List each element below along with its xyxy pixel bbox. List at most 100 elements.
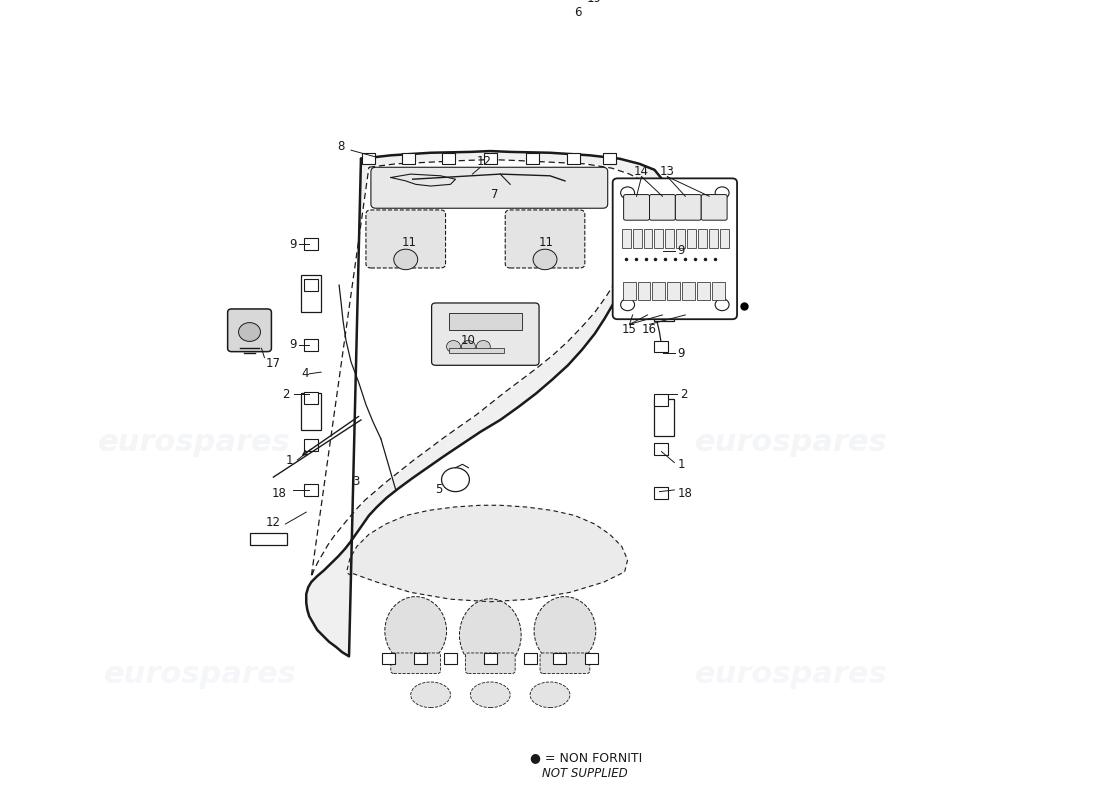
Bar (524, 654, 537, 665)
Text: 6: 6 (574, 6, 582, 18)
Text: 1: 1 (286, 454, 293, 466)
Bar (568, 153, 581, 164)
Text: 2: 2 (681, 388, 689, 401)
FancyBboxPatch shape (668, 282, 680, 299)
Bar (305, 339, 318, 350)
FancyBboxPatch shape (698, 229, 707, 247)
Text: 14: 14 (634, 165, 649, 178)
Polygon shape (306, 151, 664, 656)
Bar (305, 238, 318, 250)
FancyBboxPatch shape (632, 229, 641, 247)
Ellipse shape (471, 682, 510, 707)
Bar (484, 654, 497, 665)
Bar (654, 341, 669, 353)
Bar (363, 153, 375, 164)
Bar (654, 238, 669, 250)
Circle shape (715, 298, 729, 310)
FancyBboxPatch shape (654, 229, 663, 247)
Bar (415, 654, 427, 665)
Bar (526, 153, 539, 164)
Text: eurospares: eurospares (98, 428, 290, 457)
Bar (383, 654, 395, 665)
Bar (553, 654, 566, 665)
Text: 9: 9 (678, 347, 685, 360)
FancyBboxPatch shape (682, 282, 695, 299)
FancyBboxPatch shape (301, 275, 321, 312)
Text: eurospares: eurospares (103, 660, 296, 689)
Text: 15: 15 (623, 323, 637, 336)
Circle shape (620, 187, 635, 199)
Text: 11: 11 (539, 236, 553, 249)
Ellipse shape (530, 682, 570, 707)
FancyBboxPatch shape (654, 283, 674, 321)
Ellipse shape (410, 682, 451, 707)
FancyBboxPatch shape (676, 229, 685, 247)
Bar (585, 654, 598, 665)
Text: 1: 1 (678, 458, 685, 471)
FancyBboxPatch shape (250, 533, 287, 545)
FancyBboxPatch shape (613, 178, 737, 319)
Bar (603, 153, 616, 164)
Bar (654, 283, 669, 295)
FancyBboxPatch shape (624, 194, 649, 220)
Text: 2: 2 (283, 388, 290, 401)
Text: 8: 8 (338, 140, 344, 154)
Bar (444, 654, 456, 665)
Bar (305, 279, 318, 291)
Text: 16: 16 (642, 323, 657, 336)
FancyBboxPatch shape (688, 229, 696, 247)
Text: NOT SUPPLIED: NOT SUPPLIED (542, 767, 628, 780)
Text: 3: 3 (352, 475, 360, 488)
Ellipse shape (535, 597, 596, 665)
Text: eurospares: eurospares (694, 660, 888, 689)
Bar (305, 392, 318, 404)
FancyBboxPatch shape (371, 167, 607, 208)
FancyBboxPatch shape (228, 309, 272, 352)
FancyBboxPatch shape (431, 303, 539, 366)
FancyBboxPatch shape (449, 314, 522, 330)
Text: ● = NON FORNITI: ● = NON FORNITI (530, 751, 642, 765)
Text: 9: 9 (289, 338, 297, 351)
Bar (654, 443, 669, 455)
Text: 18: 18 (678, 487, 693, 500)
Text: 12: 12 (476, 154, 492, 168)
Circle shape (394, 250, 418, 270)
FancyBboxPatch shape (578, 14, 701, 65)
FancyBboxPatch shape (621, 229, 630, 247)
Circle shape (461, 341, 475, 353)
Text: 12: 12 (266, 516, 280, 529)
Bar (442, 153, 455, 164)
FancyBboxPatch shape (652, 282, 666, 299)
FancyBboxPatch shape (623, 282, 636, 299)
Ellipse shape (460, 598, 521, 671)
FancyBboxPatch shape (654, 398, 674, 436)
FancyBboxPatch shape (675, 194, 701, 220)
Bar (654, 394, 669, 406)
Bar (305, 438, 318, 450)
Circle shape (620, 298, 635, 310)
Text: 10: 10 (461, 334, 476, 347)
Bar (305, 484, 318, 496)
Circle shape (476, 341, 491, 353)
Text: 4: 4 (301, 367, 309, 380)
FancyBboxPatch shape (449, 348, 504, 354)
Circle shape (239, 322, 261, 342)
Bar (654, 487, 669, 499)
FancyBboxPatch shape (712, 282, 725, 299)
Text: 9: 9 (289, 238, 297, 250)
Text: 18: 18 (272, 487, 287, 500)
FancyBboxPatch shape (366, 210, 446, 268)
Ellipse shape (385, 597, 447, 665)
FancyBboxPatch shape (301, 393, 321, 430)
Polygon shape (311, 159, 652, 577)
Bar (403, 153, 415, 164)
FancyBboxPatch shape (644, 229, 652, 247)
FancyBboxPatch shape (720, 229, 729, 247)
Text: 9: 9 (678, 245, 685, 258)
Text: 11: 11 (402, 236, 416, 249)
Circle shape (447, 341, 461, 353)
Text: 5: 5 (434, 483, 442, 497)
FancyBboxPatch shape (390, 653, 441, 674)
FancyBboxPatch shape (540, 653, 590, 674)
Text: 17: 17 (265, 357, 280, 370)
